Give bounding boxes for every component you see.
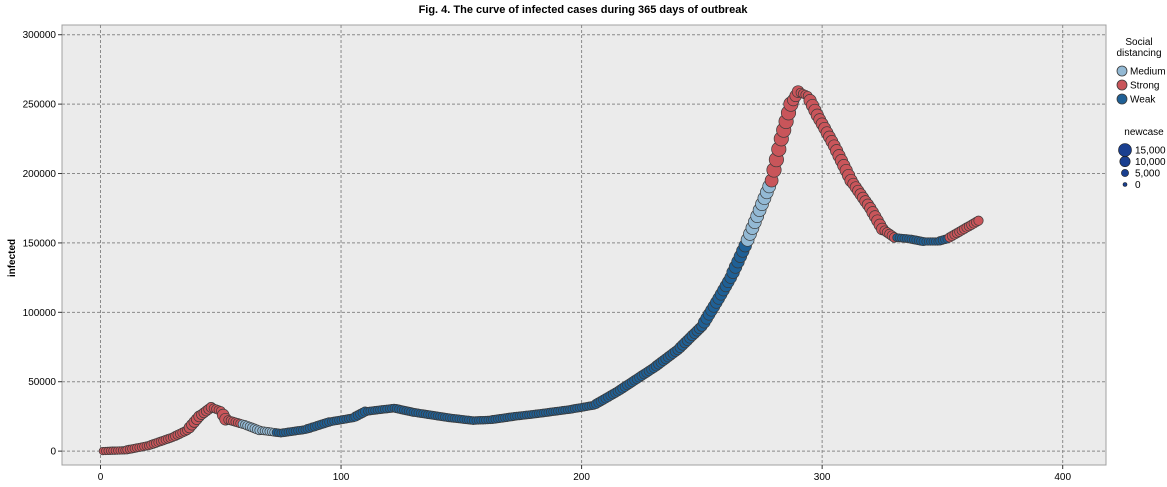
color-legend-label: Weak bbox=[1130, 95, 1156, 106]
y-tick-label: 250000 bbox=[23, 100, 57, 111]
color-legend-swatch bbox=[1116, 93, 1128, 105]
y-axis-label: infected bbox=[7, 239, 18, 277]
chart-title: Fig. 4. The curve of infected cases duri… bbox=[419, 4, 749, 16]
axes: 0 100 200 300 400 0 50000 100000 150000 200000 250… bbox=[23, 30, 1072, 483]
size-legend-label: 15,000 bbox=[1135, 146, 1166, 157]
grid bbox=[62, 25, 1106, 465]
x-tick-label: 100 bbox=[333, 472, 350, 483]
color-legend-swatch bbox=[1116, 79, 1128, 91]
color-legend-label: Medium bbox=[1130, 67, 1166, 78]
color-legend-swatch bbox=[1116, 65, 1128, 77]
size-legend-label: 10,000 bbox=[1135, 157, 1166, 168]
data-point bbox=[973, 215, 984, 226]
legend: Social distancing Medium Strong Weak newca… bbox=[1116, 37, 1166, 191]
size-legend-swatch bbox=[1118, 143, 1132, 157]
size-legend-label: 5,000 bbox=[1135, 169, 1160, 180]
size-legend-swatch bbox=[1121, 169, 1129, 177]
color-legend-title-line2: distancing bbox=[1116, 48, 1161, 59]
y-tick-label: 200000 bbox=[23, 169, 57, 180]
y-tick-label: 0 bbox=[50, 447, 56, 458]
x-tick-label: 400 bbox=[1054, 472, 1071, 483]
x-tick-label: 0 bbox=[98, 472, 104, 483]
color-legend-title-line1: Social bbox=[1125, 37, 1152, 48]
y-tick-label: 50000 bbox=[28, 377, 56, 388]
y-tick-label: 100000 bbox=[23, 308, 57, 319]
size-legend-label: 0 bbox=[1135, 180, 1141, 191]
size-legend-title: newcase bbox=[1124, 127, 1164, 138]
x-tick-label: 200 bbox=[573, 472, 590, 483]
size-legend-swatch bbox=[1119, 156, 1131, 168]
x-tick-label: 300 bbox=[814, 472, 831, 483]
plot-area bbox=[61, 24, 1107, 466]
color-legend-label: Strong bbox=[1130, 81, 1159, 92]
y-tick-label: 150000 bbox=[23, 238, 57, 249]
data-points bbox=[98, 85, 984, 456]
y-tick-label: 300000 bbox=[23, 30, 57, 41]
size-legend-swatch bbox=[1122, 182, 1128, 187]
